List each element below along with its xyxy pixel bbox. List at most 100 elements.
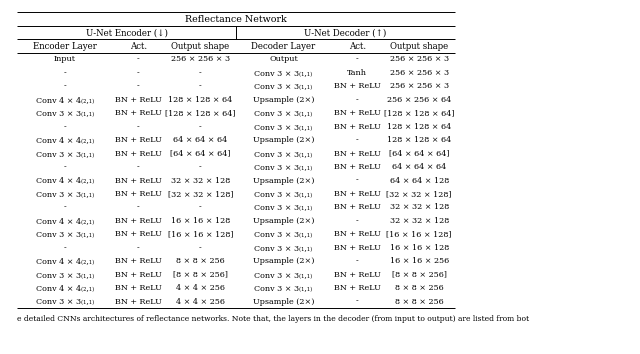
Text: Upsample (2×): Upsample (2×) [253, 257, 314, 265]
Text: -: - [137, 244, 140, 252]
Text: Upsample (2×): Upsample (2×) [253, 298, 314, 306]
Text: [128 × 128 × 64]: [128 × 128 × 64] [384, 109, 454, 117]
Text: -: - [356, 136, 358, 144]
Text: -: - [356, 177, 358, 184]
Text: -: - [63, 123, 66, 131]
Text: Act.: Act. [130, 41, 147, 51]
Text: Conv 3 × 3₍₁,₁₎: Conv 3 × 3₍₁,₁₎ [36, 150, 93, 158]
Text: Upsample (2×): Upsample (2×) [253, 177, 314, 184]
Text: [64 × 64 × 64]: [64 × 64 × 64] [170, 150, 230, 158]
Text: -: - [137, 204, 140, 211]
Text: [8 × 8 × 256]: [8 × 8 × 256] [392, 271, 447, 279]
Text: Output shape: Output shape [171, 41, 230, 51]
Text: Tanh: Tanh [347, 69, 367, 77]
Text: 16 × 16 × 128: 16 × 16 × 128 [171, 217, 230, 225]
Text: BN + ReLU: BN + ReLU [115, 217, 162, 225]
Text: -: - [137, 69, 140, 77]
Text: -: - [356, 56, 358, 63]
Text: 256 × 256 × 3: 256 × 256 × 3 [390, 56, 449, 63]
Text: -: - [137, 56, 140, 63]
Text: BN + ReLU: BN + ReLU [115, 230, 162, 238]
Text: 32 × 32 × 128: 32 × 32 × 128 [390, 217, 449, 225]
Text: BN + ReLU: BN + ReLU [333, 109, 381, 117]
Text: -: - [356, 298, 358, 306]
Text: Conv 3 × 3₍₁,₁₎: Conv 3 × 3₍₁,₁₎ [255, 230, 312, 238]
Text: BN + ReLU: BN + ReLU [115, 271, 162, 279]
Text: 16 × 16 × 256: 16 × 16 × 256 [390, 257, 449, 265]
Text: Conv 3 × 3₍₁,₁₎: Conv 3 × 3₍₁,₁₎ [255, 271, 312, 279]
Text: 32 × 32 × 128: 32 × 32 × 128 [171, 177, 230, 184]
Text: BN + ReLU: BN + ReLU [333, 244, 381, 252]
Text: Conv 3 × 3₍₁,₁₎: Conv 3 × 3₍₁,₁₎ [255, 163, 312, 171]
Text: Conv 3 × 3₍₁,₁₎: Conv 3 × 3₍₁,₁₎ [255, 204, 312, 211]
Text: -: - [199, 163, 202, 171]
Text: Reflectance Network: Reflectance Network [186, 15, 287, 24]
Text: Conv 3 × 3₍₁,₁₎: Conv 3 × 3₍₁,₁₎ [36, 109, 93, 117]
Text: Conv 4 × 4₍₂,₁₎: Conv 4 × 4₍₂,₁₎ [36, 217, 93, 225]
Text: e detailed CNNs architectures of reflectance networks. Note that, the layers in : e detailed CNNs architectures of reflect… [17, 315, 529, 323]
Text: BN + ReLU: BN + ReLU [333, 82, 381, 90]
Text: BN + ReLU: BN + ReLU [333, 163, 381, 171]
Text: -: - [137, 123, 140, 131]
Text: 32 × 32 × 128: 32 × 32 × 128 [390, 204, 449, 211]
Text: Conv 3 × 3₍₁,₁₎: Conv 3 × 3₍₁,₁₎ [36, 271, 93, 279]
Text: Output shape: Output shape [390, 41, 449, 51]
Text: 256 × 256 × 3: 256 × 256 × 3 [390, 82, 449, 90]
Text: Conv 3 × 3₍₁,₁₎: Conv 3 × 3₍₁,₁₎ [255, 244, 312, 252]
Text: Encoder Layer: Encoder Layer [33, 41, 97, 51]
Text: -: - [137, 82, 140, 90]
Text: Conv 3 × 3₍₁,₁₎: Conv 3 × 3₍₁,₁₎ [255, 150, 312, 158]
Text: [16 × 16 × 128]: [16 × 16 × 128] [387, 230, 452, 238]
Text: U-Net Encoder (↓): U-Net Encoder (↓) [86, 28, 168, 37]
Text: 16 × 16 × 128: 16 × 16 × 128 [390, 244, 449, 252]
Text: Conv 4 × 4₍₂,₁₎: Conv 4 × 4₍₂,₁₎ [36, 177, 93, 184]
Text: 8 × 8 × 256: 8 × 8 × 256 [395, 298, 444, 306]
Text: 256 × 256 × 3: 256 × 256 × 3 [171, 56, 230, 63]
Text: BN + ReLU: BN + ReLU [333, 150, 381, 158]
Text: Conv 3 × 3₍₁,₁₎: Conv 3 × 3₍₁,₁₎ [36, 230, 93, 238]
Text: BN + ReLU: BN + ReLU [333, 123, 381, 131]
Text: Upsample (2×): Upsample (2×) [253, 96, 314, 104]
Text: -: - [63, 82, 66, 90]
Text: Conv 4 × 4₍₂,₁₎: Conv 4 × 4₍₂,₁₎ [36, 257, 93, 265]
Text: Act.: Act. [349, 41, 365, 51]
Text: Upsample (2×): Upsample (2×) [253, 136, 314, 144]
Text: BN + ReLU: BN + ReLU [333, 204, 381, 211]
Text: 64 × 64 × 64: 64 × 64 × 64 [392, 163, 446, 171]
Text: Conv 4 × 4₍₂,₁₎: Conv 4 × 4₍₂,₁₎ [36, 284, 93, 292]
Text: 128 × 128 × 64: 128 × 128 × 64 [387, 136, 451, 144]
Text: -: - [199, 82, 202, 90]
Text: 128 × 128 × 64: 128 × 128 × 64 [387, 123, 451, 131]
Text: Conv 3 × 3₍₁,₁₎: Conv 3 × 3₍₁,₁₎ [255, 69, 312, 77]
Text: [32 × 32 × 128]: [32 × 32 × 128] [387, 190, 452, 198]
Text: Input: Input [54, 56, 76, 63]
Text: 4 × 4 × 256: 4 × 4 × 256 [176, 298, 225, 306]
Text: [8 × 8 × 256]: [8 × 8 × 256] [173, 271, 228, 279]
Text: -: - [63, 204, 66, 211]
Text: Conv 3 × 3₍₁,₁₎: Conv 3 × 3₍₁,₁₎ [255, 284, 312, 292]
Text: BN + ReLU: BN + ReLU [115, 150, 162, 158]
Text: Upsample (2×): Upsample (2×) [253, 217, 314, 225]
Text: BN + ReLU: BN + ReLU [333, 190, 381, 198]
Text: 64 × 64 × 64: 64 × 64 × 64 [173, 136, 227, 144]
Text: Conv 3 × 3₍₁,₁₎: Conv 3 × 3₍₁,₁₎ [36, 298, 93, 306]
Text: BN + ReLU: BN + ReLU [115, 177, 162, 184]
Text: -: - [63, 244, 66, 252]
Text: -: - [137, 163, 140, 171]
Text: Output: Output [269, 56, 298, 63]
Text: -: - [199, 244, 202, 252]
Text: -: - [356, 96, 358, 104]
Text: BN + ReLU: BN + ReLU [333, 271, 381, 279]
Text: -: - [199, 69, 202, 77]
Text: BN + ReLU: BN + ReLU [115, 257, 162, 265]
Text: BN + ReLU: BN + ReLU [115, 284, 162, 292]
Text: 256 × 256 × 64: 256 × 256 × 64 [387, 96, 451, 104]
Text: Conv 3 × 3₍₁,₁₎: Conv 3 × 3₍₁,₁₎ [255, 109, 312, 117]
Text: 128 × 128 × 64: 128 × 128 × 64 [168, 96, 232, 104]
Text: 8 × 8 × 256: 8 × 8 × 256 [176, 257, 225, 265]
Text: [32 × 32 × 128]: [32 × 32 × 128] [168, 190, 233, 198]
Text: 64 × 64 × 128: 64 × 64 × 128 [390, 177, 449, 184]
Text: -: - [356, 217, 358, 225]
Text: BN + ReLU: BN + ReLU [333, 284, 381, 292]
Text: 256 × 256 × 3: 256 × 256 × 3 [390, 69, 449, 77]
